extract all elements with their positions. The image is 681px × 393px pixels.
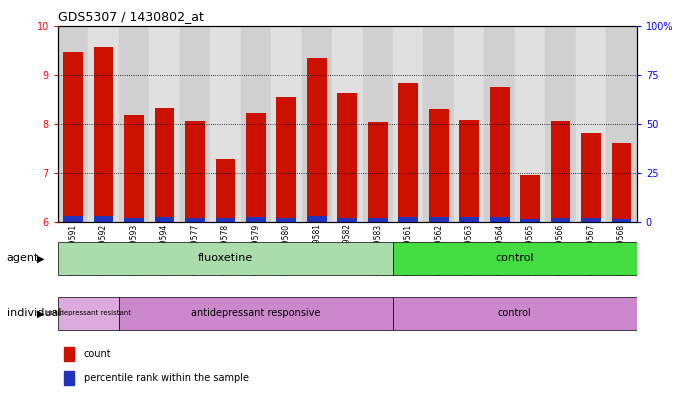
Bar <box>155 217 174 222</box>
Bar <box>124 218 144 222</box>
Text: agent: agent <box>7 253 39 263</box>
Bar <box>276 97 296 222</box>
Bar <box>118 26 149 222</box>
Bar <box>149 26 180 222</box>
Bar <box>64 347 74 361</box>
Text: GDS5307 / 1430802_at: GDS5307 / 1430802_at <box>58 10 204 23</box>
Bar <box>612 143 631 222</box>
Bar <box>490 87 509 222</box>
Bar <box>155 108 174 222</box>
Text: fluoxetine: fluoxetine <box>197 253 253 263</box>
Bar <box>362 26 393 222</box>
Bar <box>551 121 571 222</box>
Bar <box>118 297 393 330</box>
Bar <box>576 26 606 222</box>
Bar <box>429 217 449 222</box>
Text: control: control <box>496 253 534 263</box>
Bar <box>332 26 362 222</box>
Bar <box>551 218 571 222</box>
Bar <box>398 217 418 222</box>
Bar <box>393 242 637 275</box>
Bar <box>307 216 327 222</box>
Bar <box>246 113 266 222</box>
Text: count: count <box>84 349 112 359</box>
Bar <box>393 26 424 222</box>
Bar <box>520 219 540 222</box>
Bar <box>307 59 327 222</box>
Bar <box>581 132 601 222</box>
Text: percentile rank within the sample: percentile rank within the sample <box>84 373 249 383</box>
Text: control: control <box>498 308 532 318</box>
Bar <box>216 159 236 222</box>
Bar <box>58 26 89 222</box>
Bar <box>368 122 387 222</box>
Bar <box>484 26 515 222</box>
Bar <box>459 120 479 222</box>
Bar <box>337 218 358 222</box>
Bar <box>89 26 118 222</box>
Bar <box>398 83 418 222</box>
Text: ▶: ▶ <box>37 309 45 318</box>
Text: ▶: ▶ <box>37 253 45 263</box>
Bar <box>424 26 454 222</box>
Bar <box>612 219 631 222</box>
Bar <box>210 26 240 222</box>
Bar <box>337 93 358 222</box>
Bar <box>454 26 484 222</box>
Bar <box>520 175 540 222</box>
Text: antidepressant resistant: antidepressant resistant <box>46 310 131 316</box>
Bar <box>429 109 449 222</box>
Bar <box>606 26 637 222</box>
Text: individual: individual <box>7 309 61 318</box>
Bar <box>58 297 118 330</box>
Bar <box>581 218 601 222</box>
Bar <box>185 218 205 222</box>
Bar <box>58 242 393 275</box>
Bar <box>490 217 509 222</box>
Bar <box>180 26 210 222</box>
Bar <box>240 26 271 222</box>
Bar <box>63 216 83 222</box>
Bar <box>63 51 83 222</box>
Bar <box>545 26 576 222</box>
Bar <box>302 26 332 222</box>
Bar <box>276 218 296 222</box>
Bar <box>94 47 114 222</box>
Bar <box>368 218 387 222</box>
Bar <box>124 115 144 222</box>
Bar <box>94 216 114 222</box>
Bar <box>393 297 637 330</box>
Bar <box>271 26 302 222</box>
Bar <box>246 217 266 222</box>
Bar <box>216 218 236 222</box>
Text: antidepressant responsive: antidepressant responsive <box>191 308 321 318</box>
Bar <box>515 26 545 222</box>
Bar <box>185 121 205 222</box>
Bar <box>459 217 479 222</box>
Bar <box>64 371 74 385</box>
